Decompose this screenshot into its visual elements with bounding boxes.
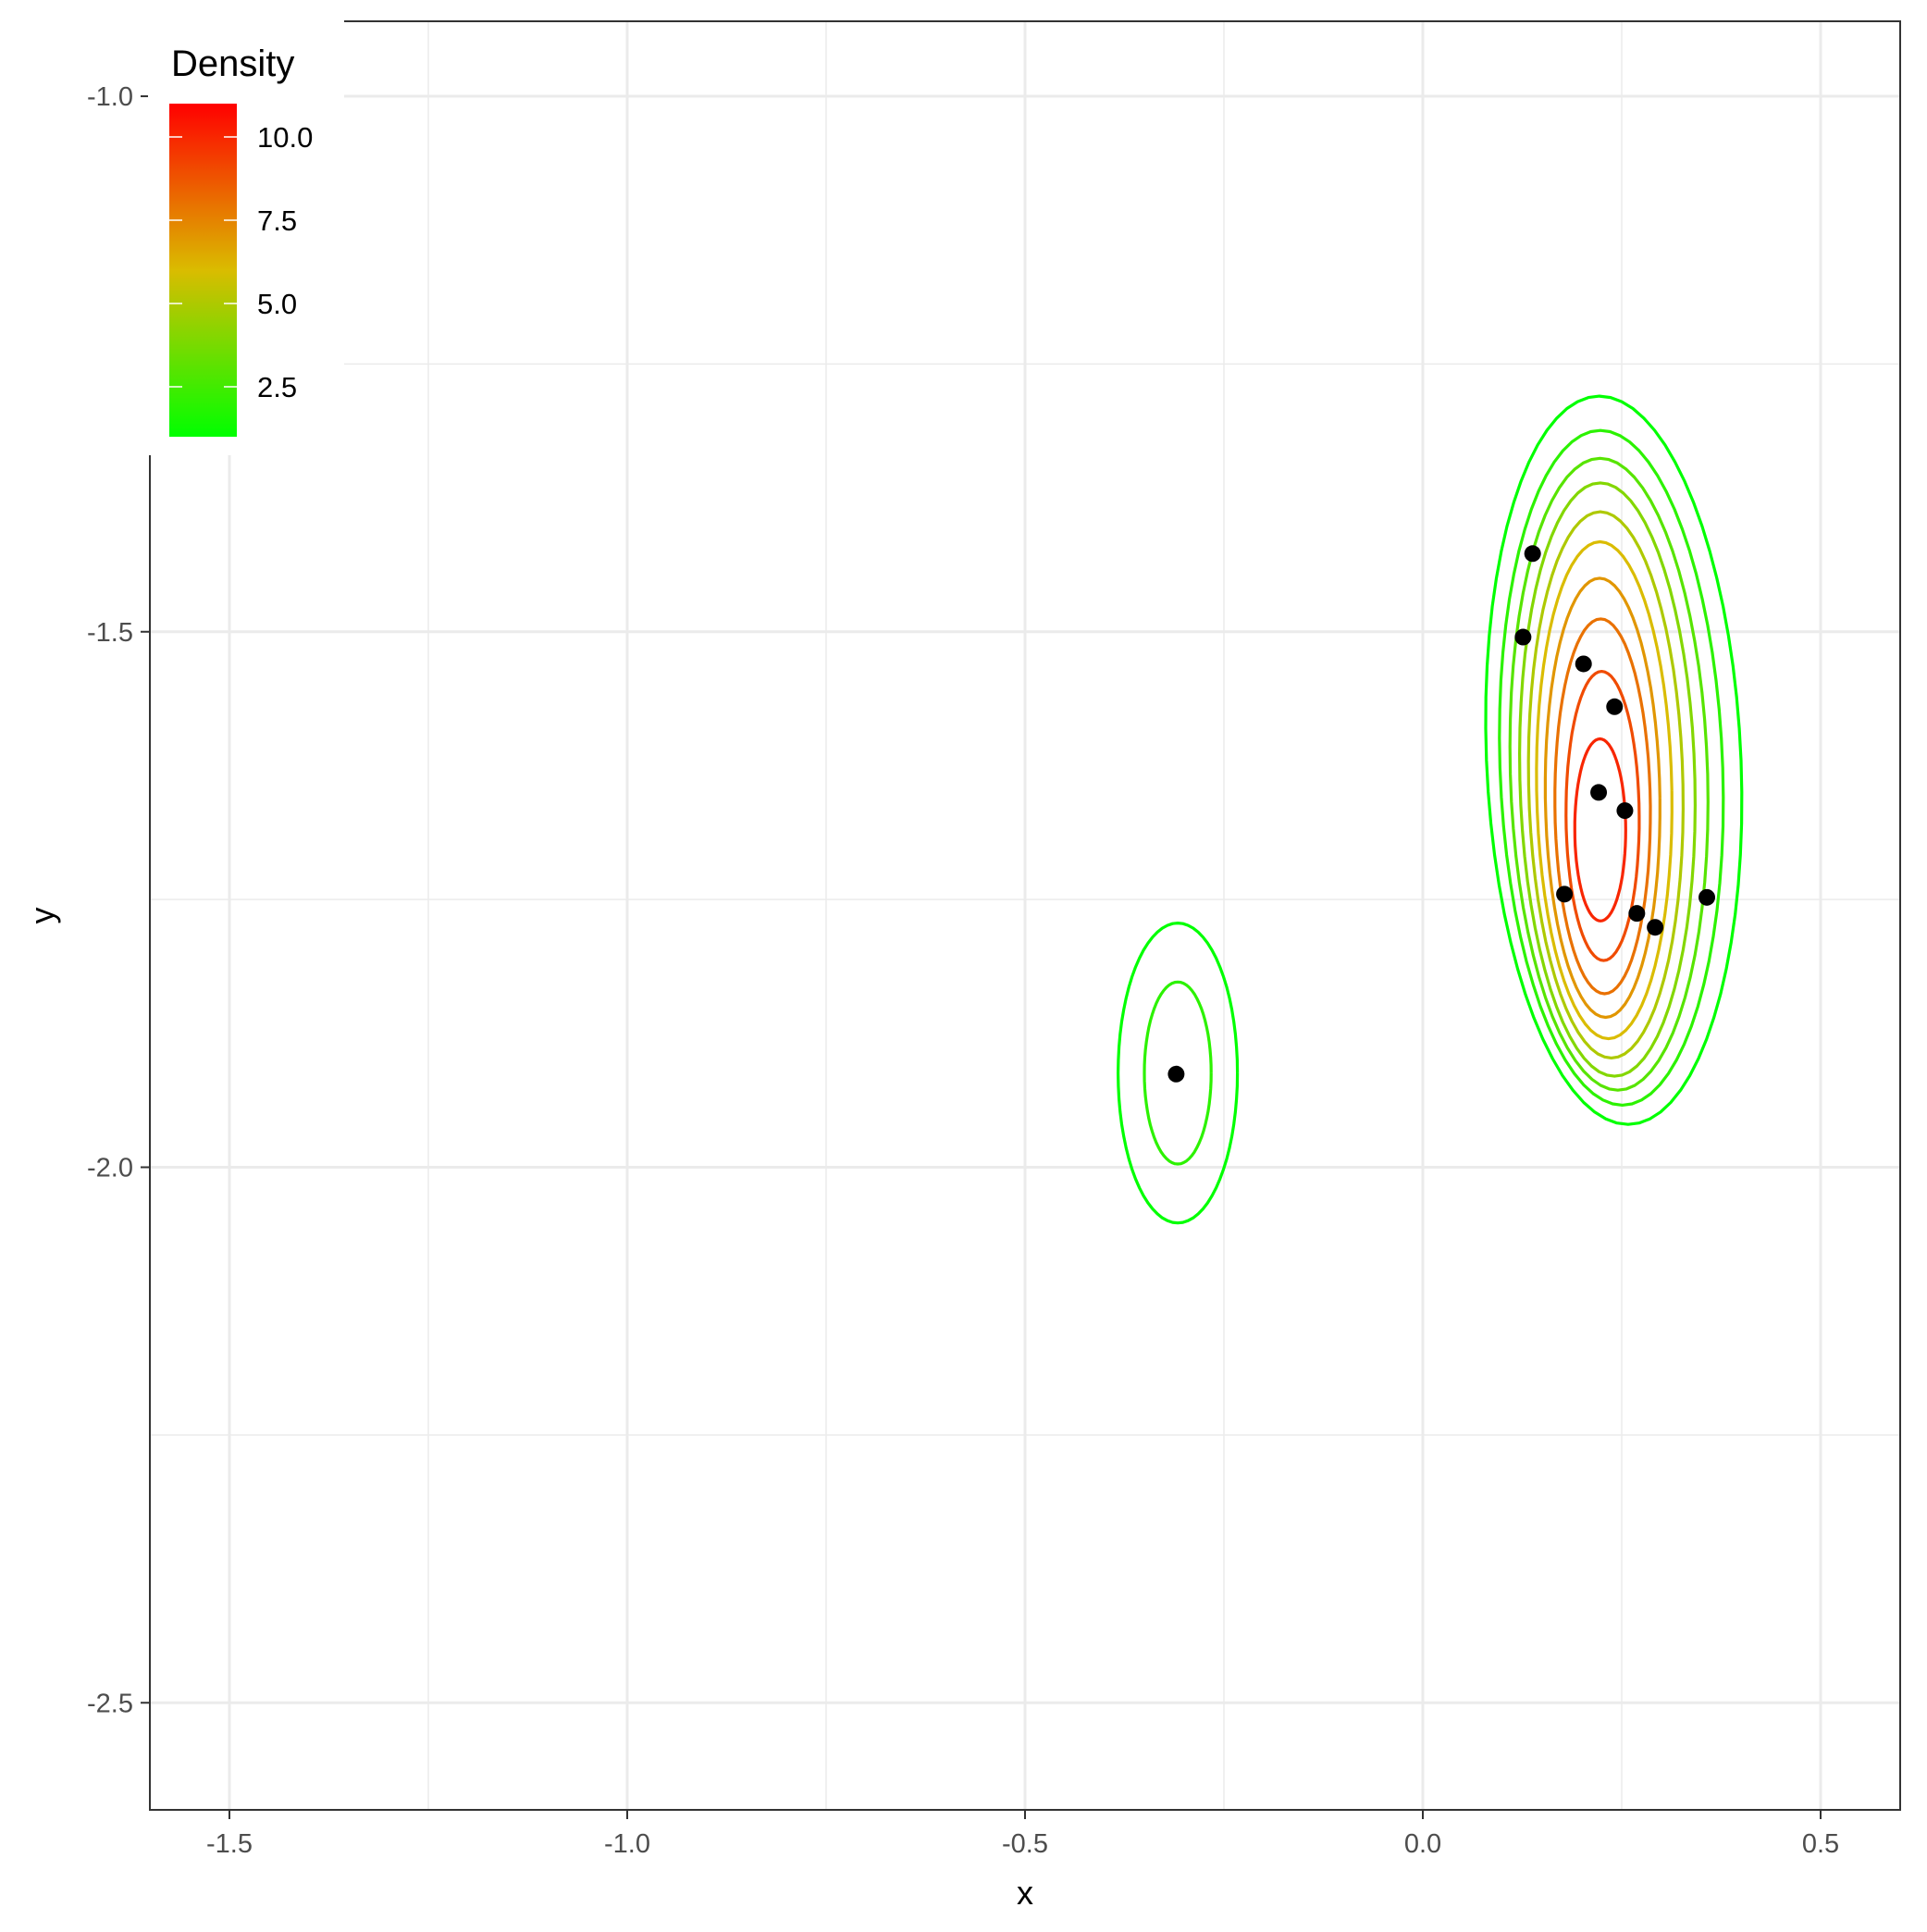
data-points — [1167, 545, 1716, 1083]
contour-line — [1116, 921, 1240, 1225]
contour-line — [1573, 737, 1627, 923]
legend-tick-label: 5.0 — [257, 288, 297, 320]
x-tick-label: -0.5 — [1002, 1829, 1048, 1859]
data-point — [1524, 545, 1541, 563]
x-tick-label: 0.0 — [1404, 1829, 1441, 1859]
contour-line — [1498, 428, 1725, 1108]
x-tick-label: -1.0 — [604, 1829, 650, 1859]
data-point — [1647, 919, 1664, 936]
y-tick-label: -2.5 — [87, 1689, 133, 1718]
legend-title: Density — [171, 43, 294, 84]
data-point — [1698, 888, 1716, 906]
contour-line — [1484, 394, 1744, 1126]
data-point — [1616, 802, 1634, 820]
contour-line — [1553, 617, 1652, 996]
contour-line — [1526, 510, 1686, 1060]
legend-ticks: 10.0 7.5 5.0 2.5 — [169, 121, 313, 403]
legend-colorbar — [169, 104, 237, 437]
x-axis-title: x — [1017, 1874, 1033, 1912]
y-axis-title: y — [23, 908, 61, 924]
axes: -1.5 -1.0 -0.5 0.0 0.5 -1.0 -1.5 -2.0 -2.5 — [87, 82, 1839, 1859]
data-point — [1606, 698, 1624, 715]
contour-line — [1535, 539, 1674, 1041]
data-point — [1556, 886, 1574, 903]
contour-line — [1508, 456, 1710, 1092]
contour-line — [1564, 669, 1641, 962]
data-point — [1590, 784, 1608, 801]
y-tick-label: -2.0 — [87, 1154, 133, 1183]
data-point — [1628, 905, 1646, 923]
contour-line — [1543, 576, 1661, 1020]
legend-tick-label: 2.5 — [257, 371, 297, 403]
legend-tick-label: 10.0 — [257, 121, 313, 154]
data-point — [1514, 628, 1532, 646]
data-point — [1575, 655, 1592, 673]
contour-lines — [1116, 394, 1744, 1225]
density-legend: Density 10.0 7.5 5.0 2.5 — [148, 20, 344, 455]
y-tick-label: -1.0 — [87, 82, 133, 112]
contour-line — [1143, 980, 1213, 1166]
data-point — [1167, 1065, 1185, 1083]
legend-tick-label: 7.5 — [257, 204, 297, 237]
x-tick-label: -1.5 — [206, 1829, 253, 1859]
x-tick-label: 0.5 — [1802, 1829, 1839, 1859]
contour-line — [1517, 481, 1698, 1078]
y-tick-label: -1.5 — [87, 618, 133, 648]
